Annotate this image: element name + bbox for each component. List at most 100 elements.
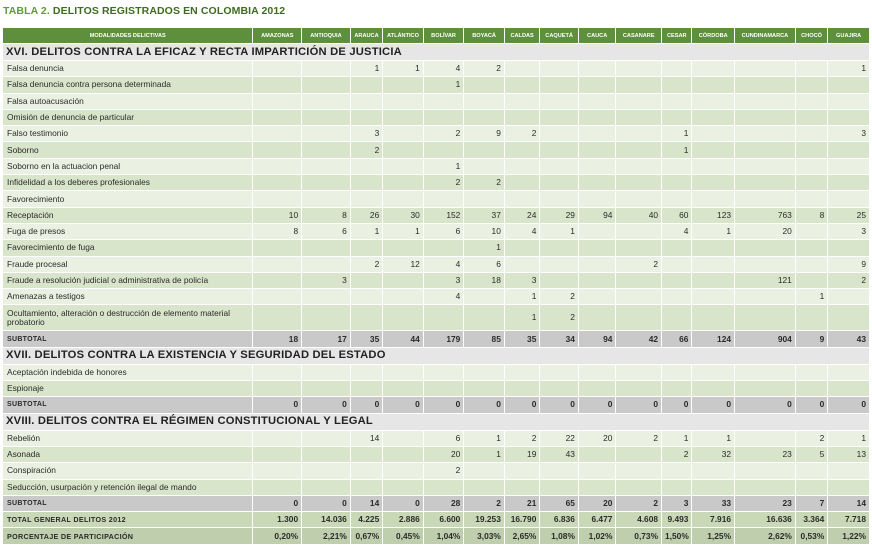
cell-value: [734, 380, 796, 398]
cell-value: [794, 76, 829, 94]
cell-value: [691, 271, 736, 290]
cell-value: 60: [661, 206, 693, 224]
cell-value: [463, 141, 505, 159]
cell-value: [422, 363, 465, 382]
cell-value: [577, 157, 617, 176]
cell-value: [661, 174, 693, 192]
cell-value: [539, 76, 579, 94]
cell-value: [794, 271, 829, 290]
cell-value: [252, 478, 303, 496]
cell-value: [349, 76, 384, 94]
cell-value: 23: [734, 445, 796, 464]
cell-value: 2,62%: [734, 527, 796, 545]
table-row: Falsa autoacusación: [1, 92, 870, 110]
cell-value: 35: [503, 330, 541, 348]
cell-value: [827, 478, 870, 496]
table-row: Favorecimiento: [1, 190, 870, 208]
cell-value: 0: [734, 396, 796, 414]
row-label: Infidelidad a los deberes profesionales: [1, 174, 254, 192]
row-label: Soborno: [1, 141, 254, 159]
cell-value: [734, 157, 796, 176]
cell-value: [301, 255, 351, 273]
cell-value: [661, 239, 693, 257]
cell-value: [382, 125, 424, 143]
cell-value: [252, 92, 303, 110]
cell-value: 9: [794, 330, 829, 348]
cell-value: [661, 478, 693, 496]
cell-value: 6.836: [539, 511, 579, 529]
table-row: Amenazas a testigos 4 1 2 1: [1, 288, 870, 306]
cell-value: 1: [463, 445, 505, 464]
cell-value: 1: [422, 157, 465, 176]
cell-value: 3: [503, 271, 541, 290]
cell-value: 1: [827, 59, 870, 78]
cell-value: 6: [422, 222, 465, 241]
cell-value: [827, 363, 870, 382]
cell-value: [615, 125, 663, 143]
cell-value: [382, 174, 424, 192]
cell-value: 0,67%: [349, 527, 384, 545]
subtotal-row: SUBTOTAL 0 0 14 0 28 2 21 65 20 2 3 33 23 7 14: [1, 494, 870, 513]
cell-value: [252, 363, 303, 382]
table-row: Fraude procesal 2 12 4 6 2 9: [1, 255, 870, 273]
table-row: Soborno 2 1: [1, 141, 870, 159]
cell-value: 32: [691, 445, 736, 464]
cell-value: 66: [661, 330, 693, 348]
cell-value: [827, 190, 870, 208]
cell-value: [382, 363, 424, 382]
column-header-department: CALDAS: [503, 27, 541, 44]
cell-value: 43: [827, 330, 870, 348]
cell-value: [734, 76, 796, 94]
row-label: Ocultamiento, alteración o destrucción d…: [1, 304, 254, 332]
cell-value: 2.886: [382, 511, 424, 529]
section-title: XVII. DELITOS CONTRA LA EXISTENCIA Y SEG…: [2, 346, 870, 365]
cell-value: 179: [422, 330, 465, 348]
cell-value: 2: [539, 304, 579, 332]
cell-value: [539, 380, 579, 398]
cell-value: [691, 380, 736, 398]
cell-value: [301, 239, 351, 257]
row-label: Favorecimiento: [1, 190, 254, 208]
cell-value: 4.608: [615, 511, 663, 529]
cell-value: 1: [463, 239, 505, 257]
cell-value: [577, 108, 617, 127]
cell-value: 19.253: [463, 511, 505, 529]
cell-value: [252, 429, 303, 447]
cell-value: [691, 157, 736, 176]
cell-value: 2,21%: [301, 527, 351, 545]
cell-value: [615, 92, 663, 110]
cell-value: 0: [382, 494, 424, 513]
cell-value: 24: [503, 206, 541, 224]
cell-value: [539, 239, 579, 257]
cell-value: [539, 363, 579, 382]
cell-value: [794, 157, 829, 176]
cell-value: 4: [422, 288, 465, 306]
cell-value: 8: [794, 206, 829, 224]
cell-value: [827, 76, 870, 94]
cell-value: [382, 76, 424, 94]
subtotal-row: SUBTOTAL 18 17 35 44 179 85 35 34 94 42 66 124 904 9 43: [1, 330, 870, 348]
cell-value: [577, 222, 617, 241]
cell-value: [539, 125, 579, 143]
cell-value: [794, 125, 829, 143]
cell-value: 40: [615, 206, 663, 224]
percentage-row: PORCENTAJE DE PARTICIPACIÓN 0,20% 2,21% 0,6…: [1, 527, 870, 545]
total-row: TOTAL GENERAL DELITOS 2012 1.300 14.036 4.2…: [1, 511, 870, 529]
cell-value: [661, 462, 693, 480]
cell-value: 9.493: [661, 511, 693, 529]
table-row: Ocultamiento, alteración o destrucción d…: [1, 304, 870, 332]
cell-value: [734, 462, 796, 480]
cell-value: [577, 380, 617, 398]
row-label: Falsa autoacusación: [1, 92, 254, 110]
table-row: Omisión de denuncia de particular: [1, 108, 870, 127]
cell-value: 14.036: [301, 511, 351, 529]
cell-value: [349, 304, 384, 332]
table-row: Seducción, usurpación y retención ilegal…: [1, 478, 870, 496]
cell-value: 8: [301, 206, 351, 224]
cell-value: 2: [827, 271, 870, 290]
cell-value: [349, 92, 384, 110]
cell-value: 20: [577, 494, 617, 513]
row-label: Amenazas a testigos: [1, 288, 254, 306]
cell-value: 14: [349, 429, 384, 447]
table-row: Asonada 20 1 19 43 2 32 23 5 13: [1, 445, 870, 464]
